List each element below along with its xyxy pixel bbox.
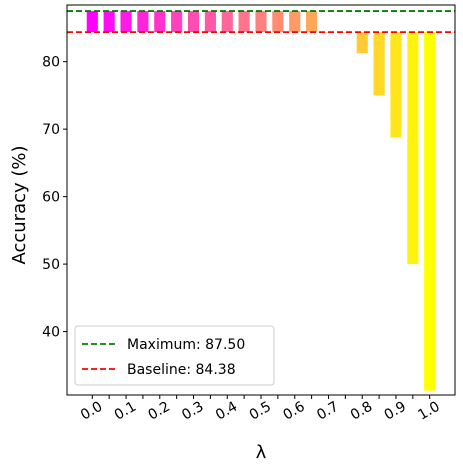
reference-lines — [67, 10, 455, 34]
bar-1.00 — [424, 32, 436, 391]
bar-0.65 — [306, 11, 318, 33]
bars-group — [86, 11, 436, 391]
bar-0.40 — [221, 11, 233, 33]
bar-0.05 — [103, 11, 115, 33]
bar-0.90 — [390, 32, 402, 138]
bar-0.30 — [187, 11, 200, 33]
bar-0.10 — [120, 11, 132, 33]
x-tick-label: 0.5 — [247, 399, 274, 424]
x-tick-label: 0.0 — [78, 399, 105, 424]
y-tick-label: 80 — [42, 55, 60, 71]
y-axis-label: Accuracy (%) — [9, 145, 30, 264]
x-tick-label: 1.0 — [415, 399, 442, 424]
x-axis-ticks: 0.0 0.1 0.2 0.3 0.4 0.5 0.6 0.7 0.8 0.9 1.0 — [78, 395, 443, 424]
legend-box — [74, 325, 275, 386]
bar-0.85 — [373, 32, 385, 96]
y-tick-label: 50 — [42, 257, 60, 273]
y-tick-label: 70 — [42, 122, 60, 138]
bar-0.50 — [255, 11, 267, 33]
x-tick-label: 0.6 — [280, 399, 307, 424]
bar-0.80 — [356, 32, 368, 54]
bar-0.15 — [137, 11, 149, 33]
x-axis-label: λ — [256, 442, 267, 463]
x-tick-label: 0.2 — [146, 399, 173, 424]
legend-label-maximum: Maximum: 87.50 — [127, 337, 245, 353]
x-tick-label: 0.7 — [314, 399, 341, 424]
bar-0.75 — [339, 32, 351, 33]
legend-label-baseline: Baseline: 84.38 — [127, 362, 236, 378]
bar-0.35 — [204, 11, 216, 33]
y-axis-ticks: 40 50 60 70 80 — [42, 55, 67, 341]
x-tick-label: 0.9 — [382, 399, 409, 424]
x-tick-label: 0.3 — [179, 399, 206, 424]
bar-0.60 — [289, 11, 301, 33]
y-tick-label: 40 — [42, 325, 60, 341]
x-tick-label: 0.1 — [112, 399, 139, 424]
bar-0.55 — [272, 11, 284, 33]
bar-0.95 — [407, 32, 419, 265]
bar-0.25 — [171, 11, 183, 33]
x-tick-label: 0.8 — [348, 399, 375, 424]
legend: Maximum: 87.50 Baseline: 84.38 — [74, 325, 275, 386]
bar-0.00 — [86, 11, 98, 33]
bar-0.20 — [154, 11, 166, 33]
x-tick-label: 0.4 — [213, 399, 240, 424]
y-tick-label: 60 — [42, 190, 60, 206]
bar-0.45 — [238, 11, 250, 33]
